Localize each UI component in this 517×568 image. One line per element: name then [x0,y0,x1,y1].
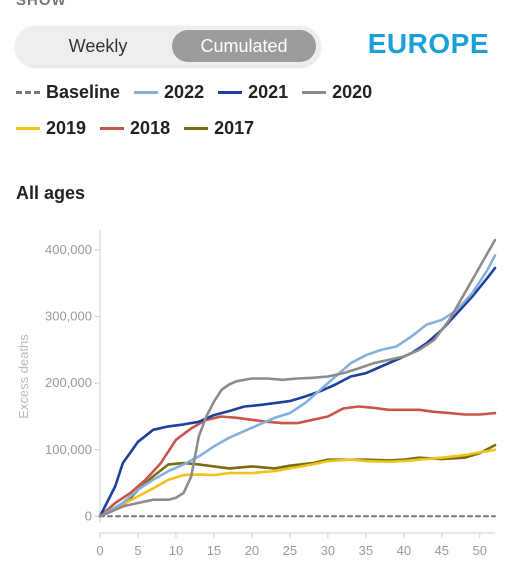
legend-row-1: Baseline 2022 2021 2020 [16,78,496,103]
view-toggle[interactable]: Weekly Cumulated [16,26,320,66]
series-line-2020 [98,238,497,518]
x-tick-label: 35 [359,543,373,558]
x-tick-label: 50 [473,543,487,558]
legend-swatch [100,127,125,130]
y-tick-label: 400,000 [45,242,92,257]
legend-swatch [134,91,159,94]
legend-label: 2022 [164,82,205,102]
region-title: EUROPE [367,28,489,59]
x-tick-label: 0 [96,543,103,558]
y-axis-label: Excess deaths [16,334,31,419]
legend-item-2017: 2017 [184,118,254,139]
legend-label: 2018 [130,118,171,138]
y-tick-label: 200,000 [45,375,92,390]
y-tick-label: 0 [85,508,92,523]
x-tick-label: 5 [134,543,141,558]
x-tick-label: 15 [207,543,221,558]
y-tick-label: 300,000 [45,309,92,324]
x-tick-label: 10 [169,543,183,558]
legend-swatch [218,91,243,94]
toggle-cumulated[interactable]: Cumulated [172,30,316,62]
section-label-cut: SHOW [16,0,67,9]
legend-item-2022: 2022 [134,82,204,103]
x-tick-label: 40 [397,543,411,558]
x-tick-label: 20 [245,543,259,558]
legend-swatch [16,127,40,130]
legend-label: 2021 [248,82,289,102]
legend-item-2021: 2021 [218,82,288,103]
legend-label: 2019 [46,118,87,138]
legend-item-2019: 2019 [16,118,86,139]
legend-label: Baseline [46,82,121,102]
series-line-2019 [98,448,497,518]
legend-item-baseline: Baseline [16,82,120,103]
x-tick-label: 25 [283,543,297,558]
legend-row-2: 2019 2018 2017 [16,114,496,139]
legend-swatch [302,91,327,94]
series-line-2022 [98,254,497,518]
x-tick-label: 45 [435,543,449,558]
excess-deaths-chart: 0 100,000 200,000 300,000 400,000 0 5 10 15 20 25 3… [16,230,497,558]
series-line-2017 [98,443,497,518]
legend-swatch [16,91,40,94]
legend-item-2018: 2018 [100,118,170,139]
legend-label: 2017 [214,118,255,138]
toggle-weekly[interactable]: Weekly [68,36,128,56]
series-line-2021 [98,266,497,518]
legend-item-2020: 2020 [302,82,372,103]
chart-title: All ages [16,183,86,203]
x-tick-label: 30 [321,543,335,558]
y-tick-label: 100,000 [45,442,92,457]
legend-swatch [184,127,209,130]
legend-label: 2020 [332,82,373,102]
series-line-2018 [98,405,497,518]
